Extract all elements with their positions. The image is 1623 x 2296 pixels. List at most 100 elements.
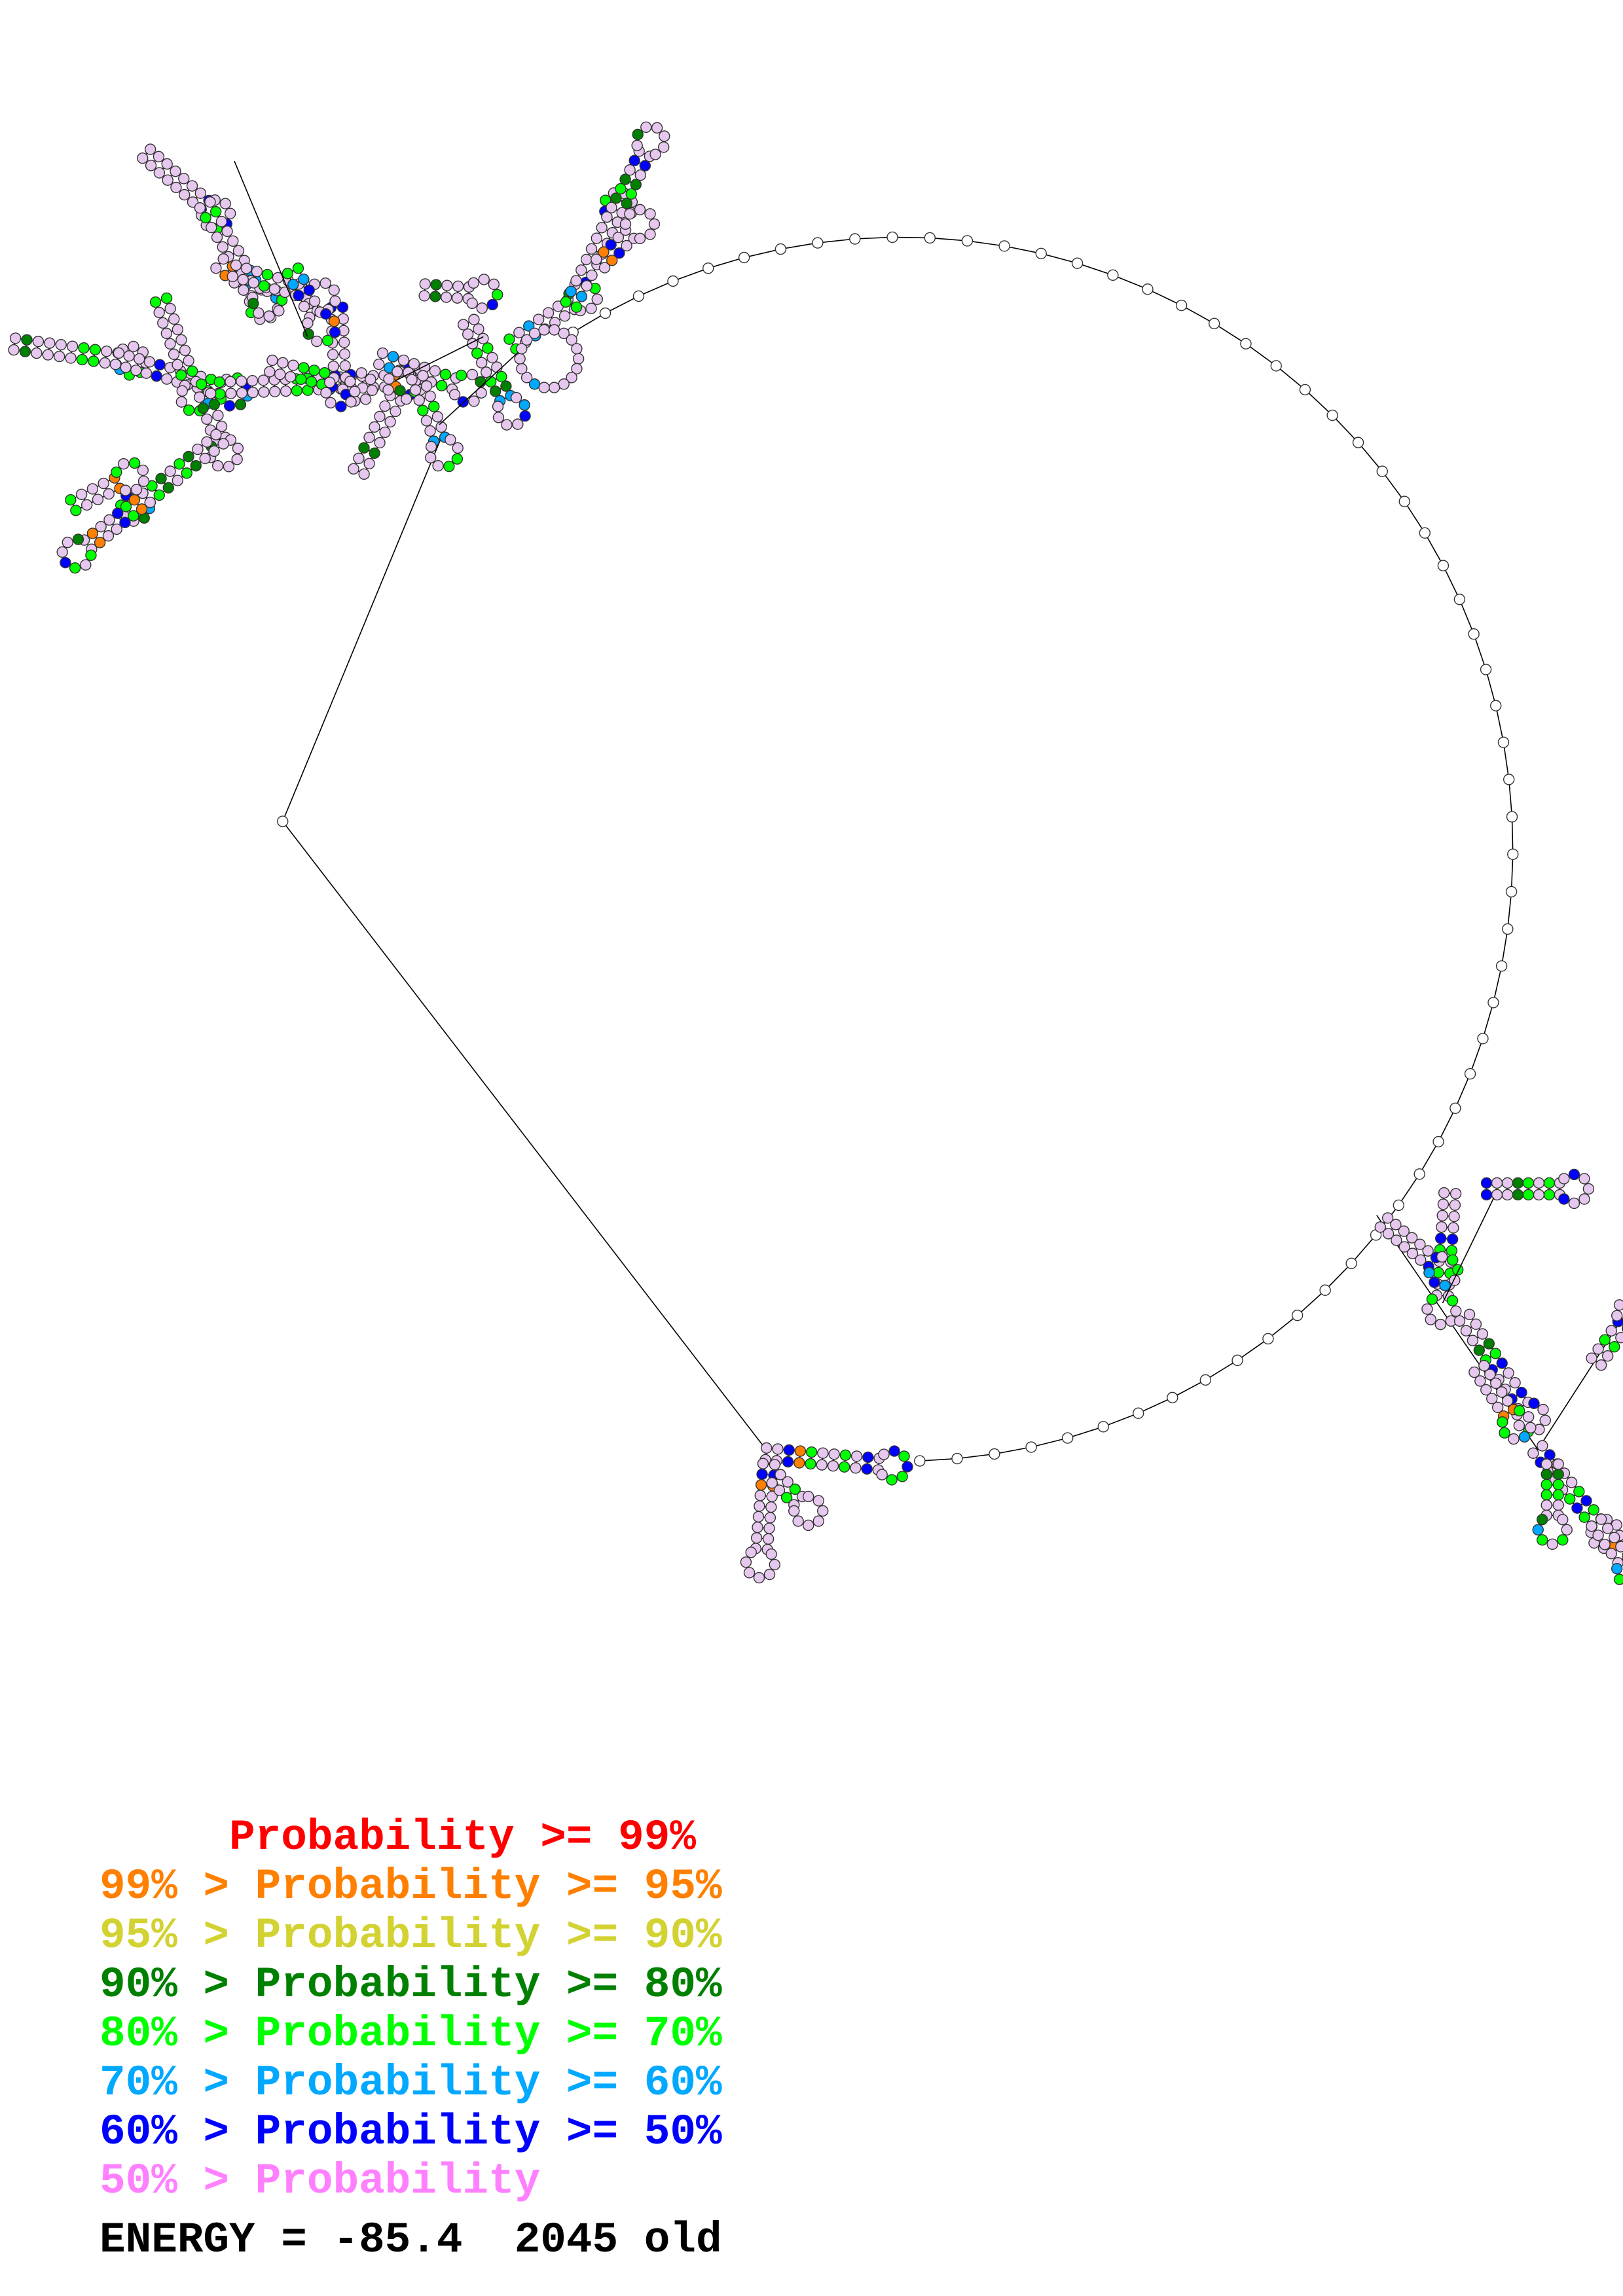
nucleotide-node xyxy=(136,503,148,515)
nucleotide-node xyxy=(762,1533,775,1545)
nucleotide-node xyxy=(1476,1328,1489,1340)
nucleotide-node xyxy=(1586,1352,1597,1364)
nucleotide-node xyxy=(1533,1189,1545,1201)
nucleotide-node xyxy=(1464,1067,1476,1080)
nucleotide-node xyxy=(486,298,498,311)
backbone-line xyxy=(1237,1338,1269,1361)
nucleotide-node xyxy=(53,350,65,363)
backbone-line xyxy=(930,237,968,242)
nucleotide-node xyxy=(338,348,351,360)
nucleotide-node xyxy=(914,1455,926,1467)
nucleotide-node xyxy=(1423,1266,1435,1279)
nucleotide-node xyxy=(765,1501,777,1513)
nucleotide-node xyxy=(1240,338,1252,350)
nucleotide-node xyxy=(1450,1102,1461,1114)
nucleotide-node xyxy=(94,537,106,548)
nucleotide-node xyxy=(1557,1534,1569,1546)
nucleotide-node xyxy=(432,460,444,472)
nucleotide-node xyxy=(1447,1254,1459,1266)
nucleotide-node xyxy=(319,367,331,379)
nucleotide-node xyxy=(496,370,507,383)
nucleotide-node xyxy=(775,1469,786,1480)
nucleotide-node xyxy=(803,1490,814,1503)
nucleotide-node xyxy=(42,349,54,361)
nucleotide-node xyxy=(1480,664,1492,675)
nucleotide-node xyxy=(1489,1348,1501,1359)
nucleotide-node xyxy=(528,378,541,390)
nucleotide-node xyxy=(761,1442,773,1454)
nucleotide-node xyxy=(1453,1315,1466,1327)
nucleotide-node xyxy=(227,270,239,283)
nucleotide-node xyxy=(596,222,608,234)
nucleotide-node xyxy=(366,384,378,397)
nucleotide-node xyxy=(548,324,560,336)
nucleotide-node xyxy=(632,290,645,302)
nucleotide-node xyxy=(769,1558,780,1571)
nucleotide-node xyxy=(78,342,90,354)
nucleotide-node xyxy=(1586,1520,1597,1532)
nucleotide-node xyxy=(482,342,494,354)
nucleotide-node xyxy=(812,1495,824,1507)
nucleotide-node xyxy=(629,154,640,167)
nucleotide-node xyxy=(1558,1193,1570,1205)
backbone-line xyxy=(1501,929,1508,967)
nucleotide-node xyxy=(119,484,132,496)
legend-row-4: 90% > Probability >= 80% xyxy=(100,1960,722,2009)
nucleotide-node xyxy=(319,277,331,289)
nucleotide-node xyxy=(782,1456,794,1468)
backbone-line xyxy=(1507,891,1512,929)
nucleotide-node xyxy=(137,475,150,488)
nucleotide-node xyxy=(1421,1303,1433,1315)
backbone-line xyxy=(708,257,744,269)
nucleotide-node xyxy=(55,339,67,351)
nucleotide-node xyxy=(640,121,652,134)
nucleotide-node xyxy=(348,463,359,475)
nucleotide-node xyxy=(1480,1384,1492,1396)
nucleotide-node xyxy=(812,237,824,249)
nucleotide-node xyxy=(269,386,281,398)
backbone-line xyxy=(780,242,818,250)
nucleotide-node xyxy=(172,359,183,370)
nucleotide-node xyxy=(303,284,315,296)
nucleotide-node xyxy=(1446,1245,1458,1257)
nucleotide-node xyxy=(624,164,636,176)
nucleotide-node xyxy=(1478,1359,1490,1372)
nucleotide-node xyxy=(615,183,627,195)
nucleotide-node xyxy=(1391,1234,1402,1246)
backbone-line xyxy=(1351,1234,1377,1264)
nucleotide-node xyxy=(111,523,122,535)
nucleotide-node xyxy=(1512,1189,1524,1201)
backbone-line xyxy=(1468,1314,1529,1403)
nucleotide-node xyxy=(621,240,632,252)
nucleotide-node xyxy=(420,415,433,427)
backbone-line xyxy=(1004,245,1042,255)
backbone-line xyxy=(1508,779,1513,817)
nucleotide-node xyxy=(431,411,444,423)
nucleotide-node xyxy=(501,419,513,431)
nucleotide-node xyxy=(62,537,73,548)
nucleotide-node xyxy=(441,279,453,291)
nucleotide-node xyxy=(183,355,194,367)
nucleotide-node xyxy=(439,368,452,380)
nucleotide-node xyxy=(1502,923,1514,935)
nucleotide-node xyxy=(65,494,77,506)
backbone-line xyxy=(1304,389,1333,416)
nucleotide-node xyxy=(231,454,243,465)
backbone-line xyxy=(817,238,855,243)
nucleotide-node xyxy=(475,357,488,368)
nucleotide-node xyxy=(429,291,441,302)
nucleotide-node xyxy=(76,353,88,366)
backbone-line xyxy=(234,160,308,337)
nucleotide-node xyxy=(225,387,237,399)
nucleotide-node xyxy=(215,420,228,433)
nucleotide-node xyxy=(598,246,610,258)
nucleotide-node xyxy=(850,1450,863,1462)
nucleotide-node xyxy=(1467,1335,1479,1346)
nucleotide-node xyxy=(649,149,661,160)
nucleotide-node xyxy=(586,269,598,281)
nucleotide-node xyxy=(1505,886,1518,898)
backbone-line xyxy=(1404,501,1425,533)
nucleotide-node xyxy=(130,484,143,495)
nucleotide-node xyxy=(356,367,367,379)
nucleotide-node xyxy=(572,353,585,365)
